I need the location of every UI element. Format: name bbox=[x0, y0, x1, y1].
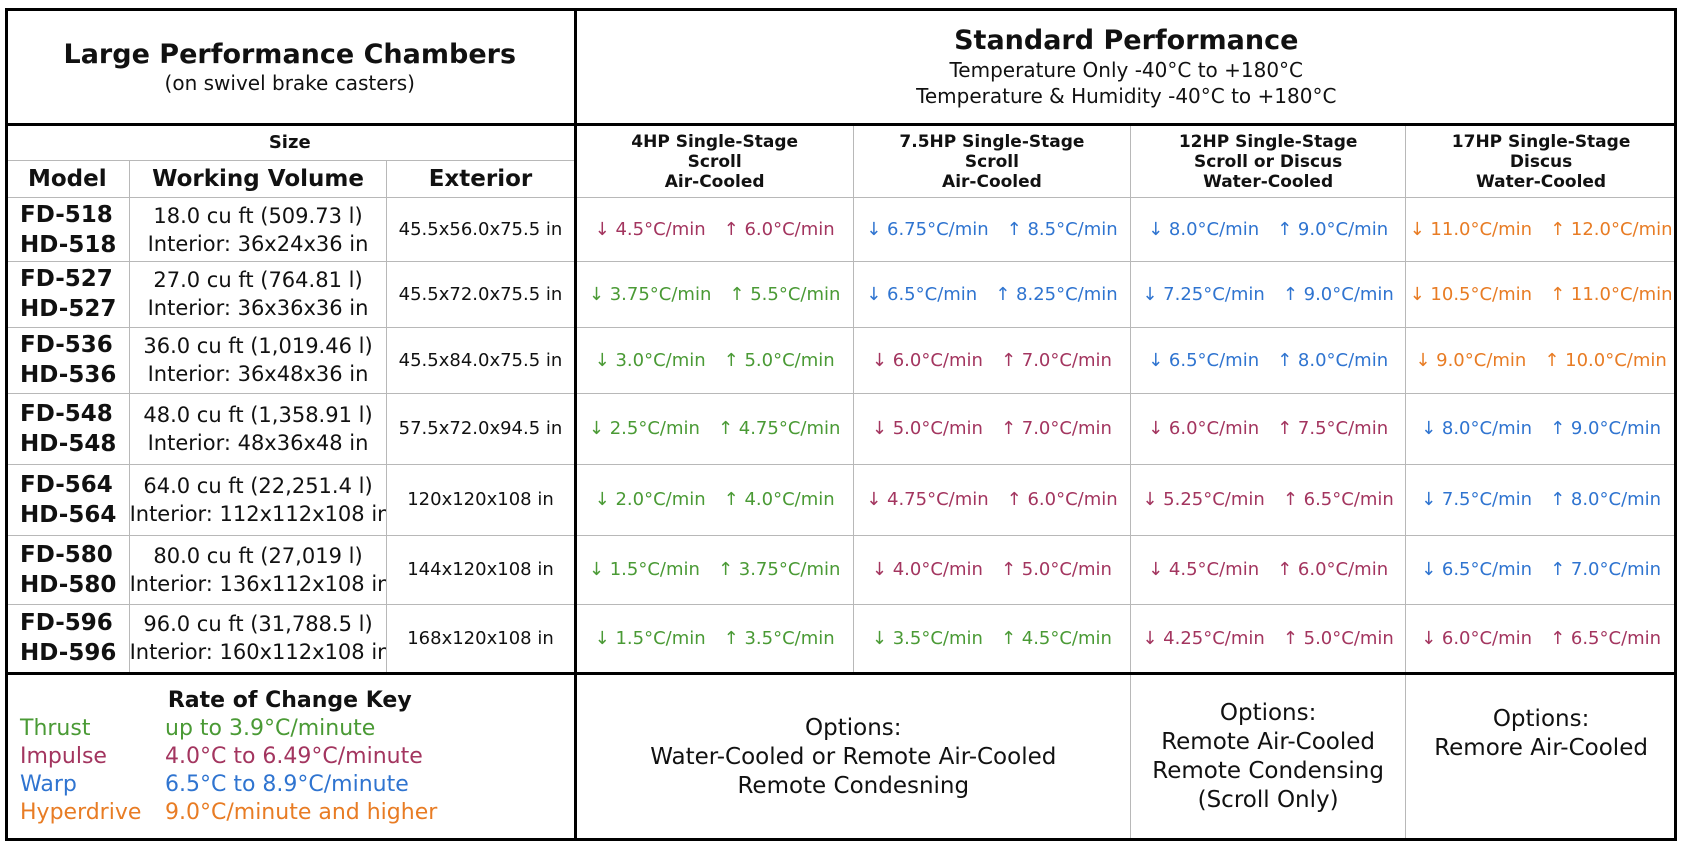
exterior-cell: 57.5x72.0x94.5 in bbox=[386, 392, 577, 465]
model-cell: FD-580 HD-580 bbox=[5, 534, 130, 605]
key-row-hyperdrive: Hyperdrive 9.0°C/minute and higher bbox=[20, 800, 438, 826]
rate-cell: ↓ 4.25°C/min ↑ 5.0°C/min bbox=[1130, 603, 1407, 675]
rate-cell: ↓ 6.5°C/min ↑ 7.0°C/min bbox=[1405, 534, 1677, 605]
compressor-header-4hp: 4HP Single-Stage Scroll Air-Cooled bbox=[574, 123, 854, 199]
left-title: Large Performance Chambers bbox=[63, 38, 517, 70]
right-header: Standard Performance Temperature Only -4… bbox=[574, 8, 1678, 126]
rate-cell: ↓ 3.5°C/min ↑ 4.5°C/min bbox=[852, 603, 1132, 675]
exterior-cell: 45.5x84.0x75.5 in bbox=[386, 326, 577, 394]
volume-cell: 36.0 cu ft (1,019.46 l) Interior: 36x48x3… bbox=[128, 326, 388, 394]
table-row: FD-527 HD-527 27.0 cu ft (764.81 l) Interi… bbox=[5, 260, 1677, 328]
key-row-warp: Warp 6.5°C to 8.9°C/minute bbox=[20, 772, 409, 798]
options-12hp: Options: Remote Air-Cooled Remote Conden… bbox=[1130, 672, 1407, 842]
model-cell: FD-596 HD-596 bbox=[5, 603, 130, 675]
rate-cell: ↓ 6.75°C/min ↑ 8.5°C/min bbox=[852, 197, 1132, 262]
rate-cell: ↓ 5.25°C/min ↑ 6.5°C/min bbox=[1130, 463, 1407, 536]
rate-cell: ↓ 1.5°C/min ↑ 3.5°C/min bbox=[574, 603, 854, 675]
rate-cell: ↓ 8.0°C/min ↑ 9.0°C/min bbox=[1405, 392, 1677, 465]
rate-cell: ↓ 2.0°C/min ↑ 4.0°C/min bbox=[574, 463, 854, 536]
rate-cell: ↓ 1.5°C/min ↑ 3.75°C/min bbox=[574, 534, 854, 605]
model-cell: FD-548 HD-548 bbox=[5, 392, 130, 465]
exterior-header: Exterior bbox=[386, 159, 577, 199]
rate-cell: ↓ 9.0°C/min ↑ 10.0°C/min bbox=[1405, 326, 1677, 394]
rate-cell: ↓ 2.5°C/min ↑ 4.75°C/min bbox=[574, 392, 854, 465]
model-header: Model bbox=[5, 159, 130, 199]
left-header: Large Performance Chambers (on swivel br… bbox=[5, 8, 577, 126]
compressor-header-17hp: 17HP Single-Stage Discus Water-Cooled bbox=[1405, 123, 1677, 199]
table-row: FD-596 HD-596 96.0 cu ft (31,788.5 l) Inte… bbox=[5, 603, 1677, 675]
rate-cell: ↓ 6.5°C/min ↑ 8.25°C/min bbox=[852, 260, 1132, 328]
model-cell: FD-536 HD-536 bbox=[5, 326, 130, 394]
rate-cell: ↓ 4.5°C/min ↑ 6.0°C/min bbox=[1130, 534, 1407, 605]
right-title: Standard Performance bbox=[954, 24, 1299, 56]
exterior-cell: 168x120x108 in bbox=[386, 603, 577, 675]
rate-cell: ↓ 5.0°C/min ↑ 7.0°C/min bbox=[852, 392, 1132, 465]
model-cell: FD-527 HD-527 bbox=[5, 260, 130, 328]
rate-cell: ↓ 6.0°C/min ↑ 7.0°C/min bbox=[852, 326, 1132, 394]
table-row: FD-518 HD-518 18.0 cu ft (509.73 l) Interi… bbox=[5, 197, 1677, 262]
rate-cell: ↓ 4.0°C/min ↑ 5.0°C/min bbox=[852, 534, 1132, 605]
rate-key: Rate of Change Key Thrust up to 3.9°C/min… bbox=[5, 672, 577, 842]
table-row: FD-580 HD-580 80.0 cu ft (27,019 l) Interi… bbox=[5, 534, 1677, 605]
table-row: FD-548 HD-548 48.0 cu ft (1,358.91 l) Inte… bbox=[5, 392, 1677, 465]
rate-cell: ↓ 6.0°C/min ↑ 7.5°C/min bbox=[1130, 392, 1407, 465]
model-cell: FD-518 HD-518 bbox=[5, 197, 130, 262]
rate-cell: ↓ 3.0°C/min ↑ 5.0°C/min bbox=[574, 326, 854, 394]
rate-cell: ↓ 6.0°C/min ↑ 6.5°C/min bbox=[1405, 603, 1677, 675]
volume-cell: 18.0 cu ft (509.73 l) Interior: 36x24x36 … bbox=[128, 197, 388, 262]
volume-cell: 96.0 cu ft (31,788.5 l) Interior: 160x112… bbox=[128, 603, 388, 675]
compressor-header-12hp: 12HP Single-Stage Scroll or Discus Water-C… bbox=[1130, 123, 1407, 199]
size-header: Size bbox=[5, 123, 577, 161]
key-row-thrust: Thrust up to 3.9°C/minute bbox=[20, 716, 376, 742]
rate-cell: ↓ 4.5°C/min ↑ 6.0°C/min bbox=[574, 197, 854, 262]
volume-cell: 80.0 cu ft (27,019 l) Interior: 136x112x1… bbox=[128, 534, 388, 605]
rate-cell: ↓ 6.5°C/min ↑ 8.0°C/min bbox=[1130, 326, 1407, 394]
exterior-cell: 144x120x108 in bbox=[386, 534, 577, 605]
rate-cell: ↓ 7.25°C/min ↑ 9.0°C/min bbox=[1130, 260, 1407, 328]
table-row: FD-536 HD-536 36.0 cu ft (1,019.46 l) Inte… bbox=[5, 326, 1677, 394]
options-scroll: Options: Water-Cooled or Remote Air-Cool… bbox=[574, 672, 1132, 842]
rate-cell: ↓ 10.5°C/min ↑ 11.0°C/min bbox=[1405, 260, 1677, 328]
volume-cell: 27.0 cu ft (764.81 l) Interior: 36x36x36 … bbox=[128, 260, 388, 328]
rate-cell: ↓ 7.5°C/min ↑ 8.0°C/min bbox=[1405, 463, 1677, 536]
exterior-cell: 45.5x56.0x75.5 in bbox=[386, 197, 577, 262]
exterior-cell: 45.5x72.0x75.5 in bbox=[386, 260, 577, 328]
exterior-cell: 120x120x108 in bbox=[386, 463, 577, 536]
rate-cell: ↓ 11.0°C/min ↑ 12.0°C/min bbox=[1405, 197, 1677, 262]
model-cell: FD-564 HD-564 bbox=[5, 463, 130, 536]
key-row-impulse: Impulse 4.0°C to 6.49°C/minute bbox=[20, 744, 423, 770]
temperature-only-range: Temperature Only -40°C to +180°C bbox=[949, 57, 1304, 82]
rate-cell: ↓ 8.0°C/min ↑ 9.0°C/min bbox=[1130, 197, 1407, 262]
rate-cell: ↓ 4.75°C/min ↑ 6.0°C/min bbox=[852, 463, 1132, 536]
rate-key-title: Rate of Change Key bbox=[167, 688, 412, 714]
working-volume-header: Working Volume bbox=[128, 159, 388, 199]
options-17hp: Options: Remore Air-Cooled bbox=[1405, 672, 1677, 842]
performance-table: Large Performance Chambers (on swivel br… bbox=[5, 8, 1678, 842]
compressor-header-7-5hp: 7.5HP Single-Stage Scroll Air-Cooled bbox=[852, 123, 1132, 199]
volume-cell: 48.0 cu ft (1,358.91 l) Interior: 48x36x4… bbox=[128, 392, 388, 465]
left-subtitle: (on swivel brake casters) bbox=[164, 70, 415, 95]
temperature-humidity-range: Temperature & Humidity -40°C to +180°C bbox=[916, 83, 1337, 108]
table-row: FD-564 HD-564 64.0 cu ft (22,251.4 l) Inte… bbox=[5, 463, 1677, 536]
volume-cell: 64.0 cu ft (22,251.4 l) Interior: 112x112… bbox=[128, 463, 388, 536]
rate-cell: ↓ 3.75°C/min ↑ 5.5°C/min bbox=[574, 260, 854, 328]
